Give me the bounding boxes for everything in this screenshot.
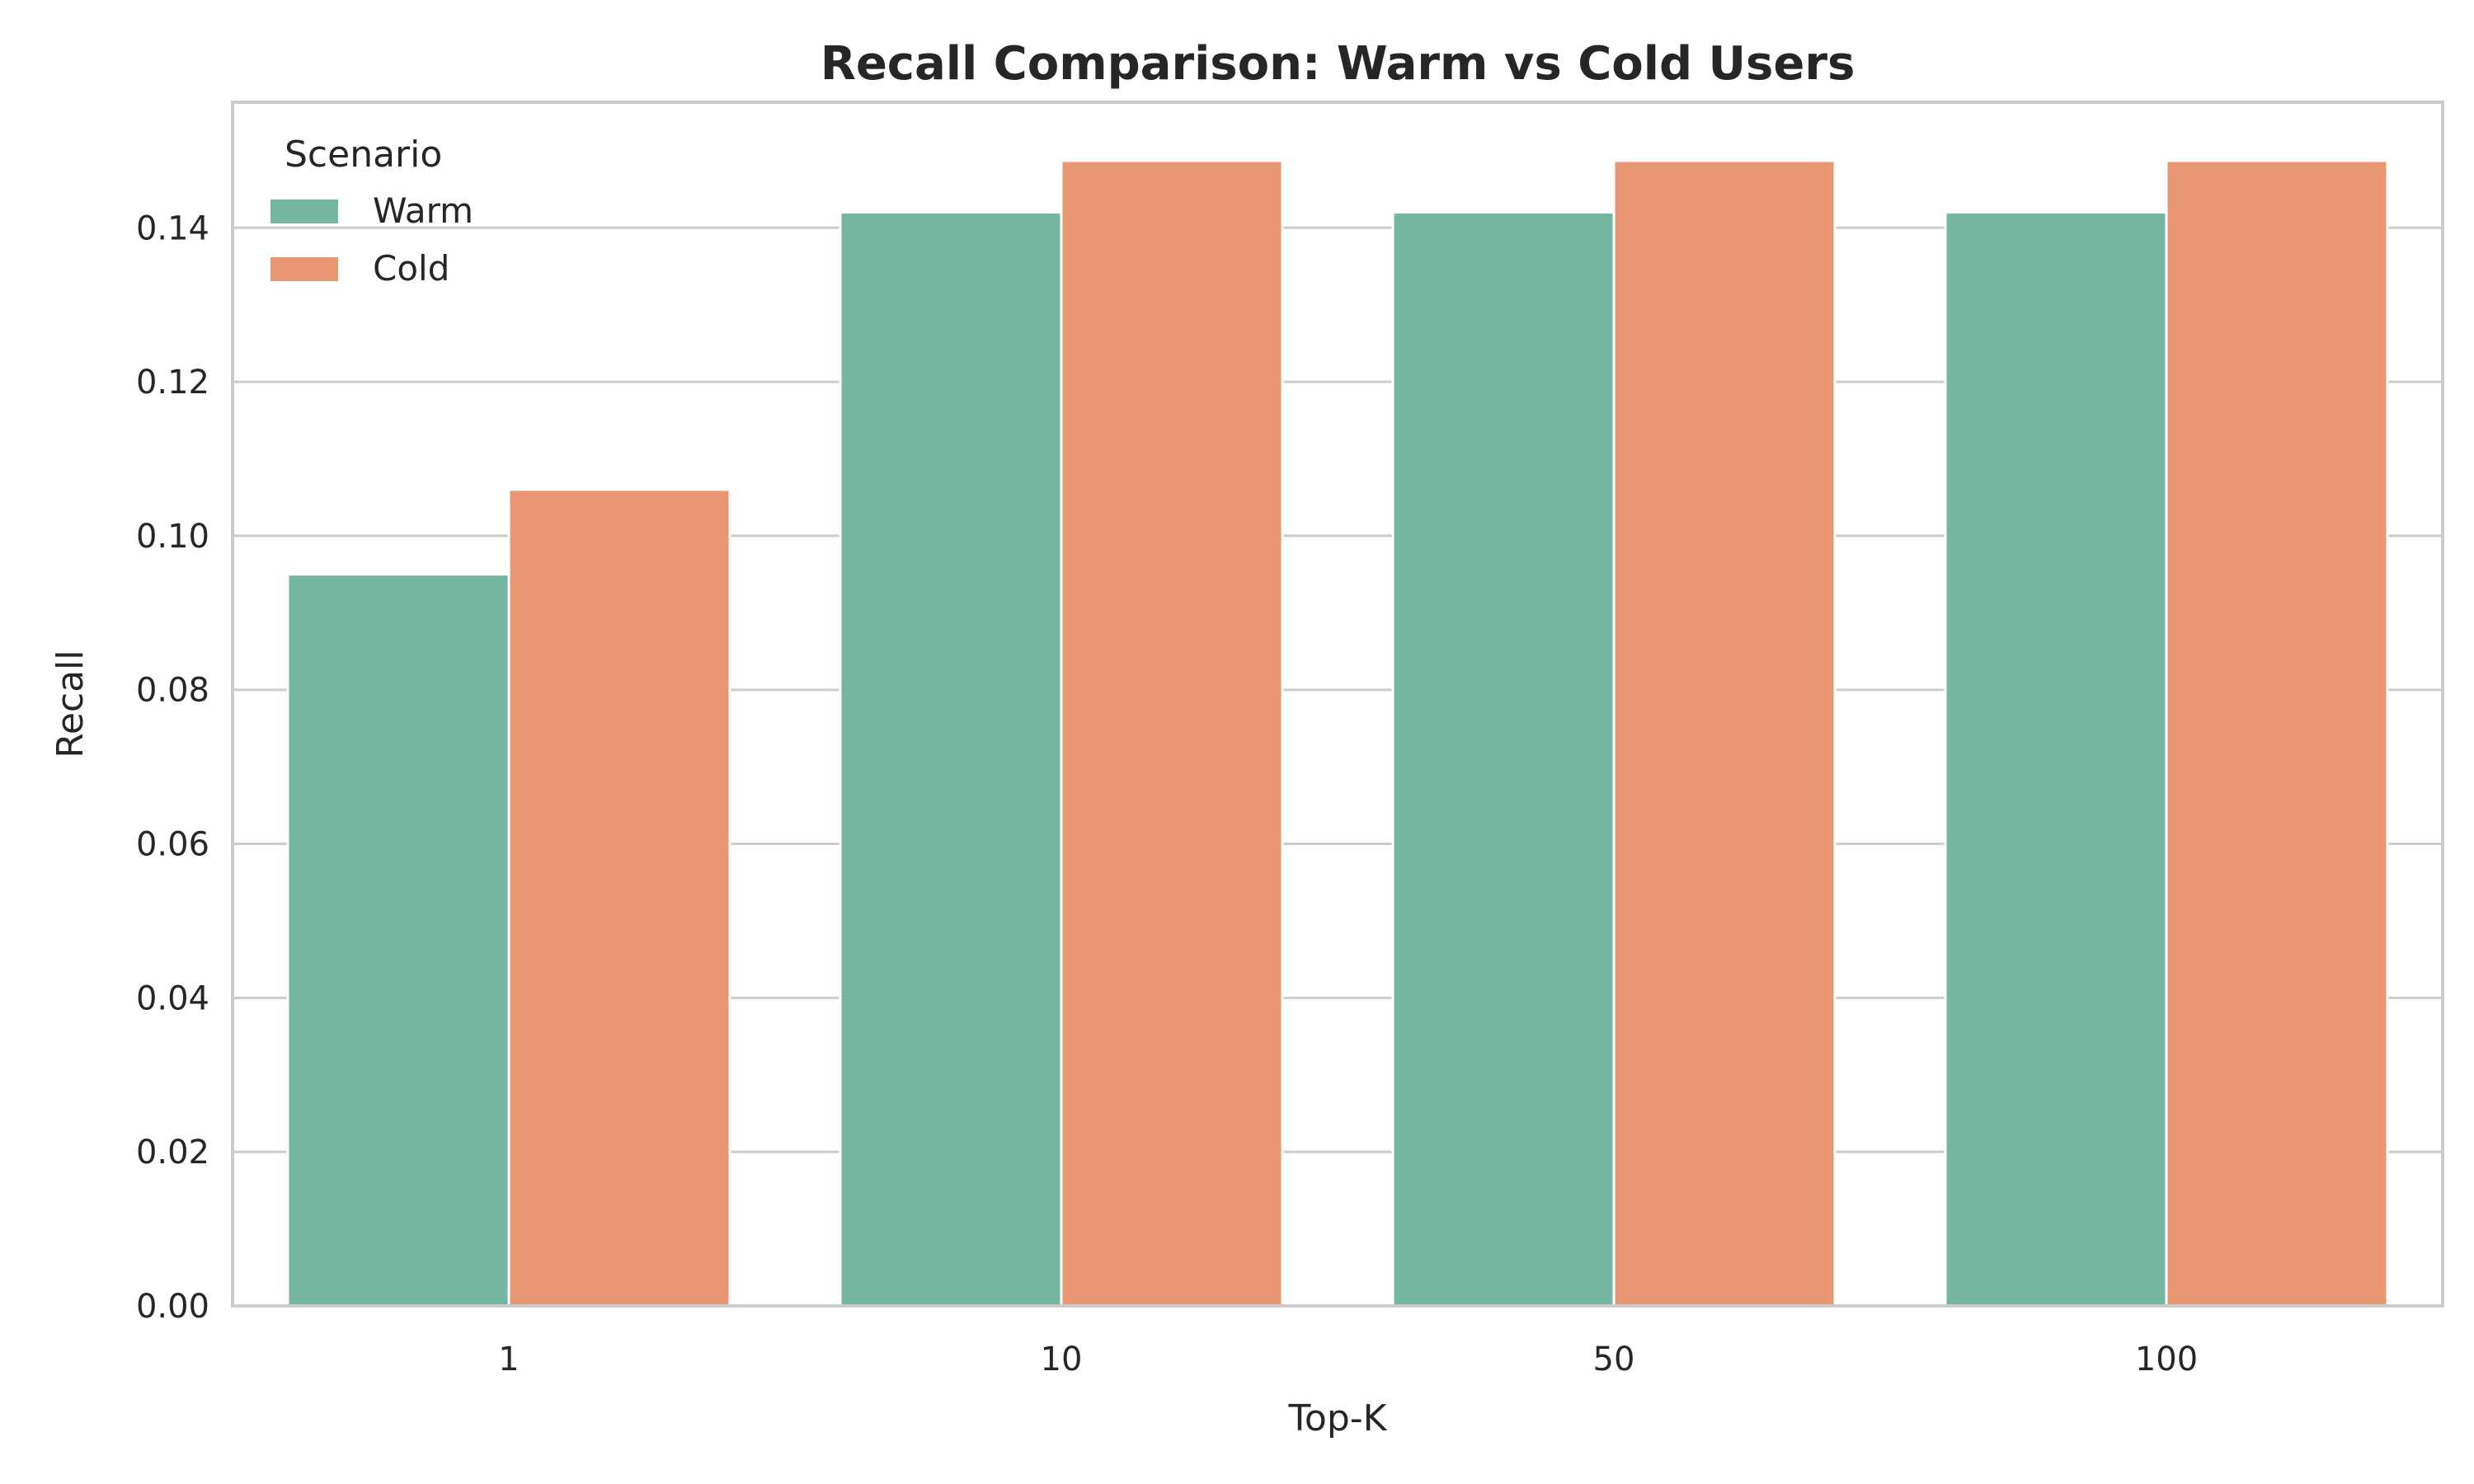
y-tick-label: 0.00 — [136, 1288, 209, 1326]
bar-warm-10 — [839, 211, 1063, 1308]
bar-cold-50 — [1612, 159, 1837, 1308]
y-tick-label: 0.04 — [136, 979, 209, 1017]
legend-title: Scenario — [285, 134, 442, 176]
x-tick-labels: 1 10 50 100 — [498, 1341, 2198, 1378]
legend-swatch-cold — [270, 257, 338, 281]
y-axis-label: Recall — [49, 650, 92, 758]
x-tick-label: 10 — [1041, 1341, 1083, 1378]
x-tick-label: 100 — [2135, 1341, 2198, 1378]
x-tick-label: 1 — [498, 1341, 519, 1378]
y-tick-label: 0.06 — [136, 826, 209, 864]
y-tick-label: 0.02 — [136, 1134, 209, 1172]
bar-cold-10 — [1060, 159, 1284, 1308]
bar-warm-1 — [286, 573, 510, 1308]
y-tick-label: 0.10 — [136, 518, 209, 556]
bar-warm-50 — [1391, 211, 1616, 1308]
bar-cold-1 — [507, 488, 731, 1308]
y-tick-label: 0.08 — [136, 672, 209, 710]
legend-label-cold: Cold — [373, 248, 449, 289]
y-tick-label: 0.12 — [136, 364, 209, 402]
x-axis-label: Top-K — [1288, 1397, 1388, 1439]
legend-label-warm: Warm — [373, 190, 473, 231]
bar-cold-100 — [2165, 159, 2389, 1308]
chart-title: Recall Comparison: Warm vs Cold Users — [821, 37, 1856, 91]
legend: Scenario Warm Cold — [270, 134, 473, 289]
legend-swatch-warm — [270, 200, 338, 223]
y-tick-labels: 0.00 0.02 0.04 0.06 0.08 0.10 0.12 0.14 — [136, 209, 209, 1326]
y-tick-label: 0.14 — [136, 209, 209, 247]
bars — [286, 159, 2389, 1308]
x-tick-label: 50 — [1593, 1341, 1635, 1378]
bar-warm-100 — [1944, 211, 2168, 1308]
plot-frame — [231, 101, 2444, 1308]
